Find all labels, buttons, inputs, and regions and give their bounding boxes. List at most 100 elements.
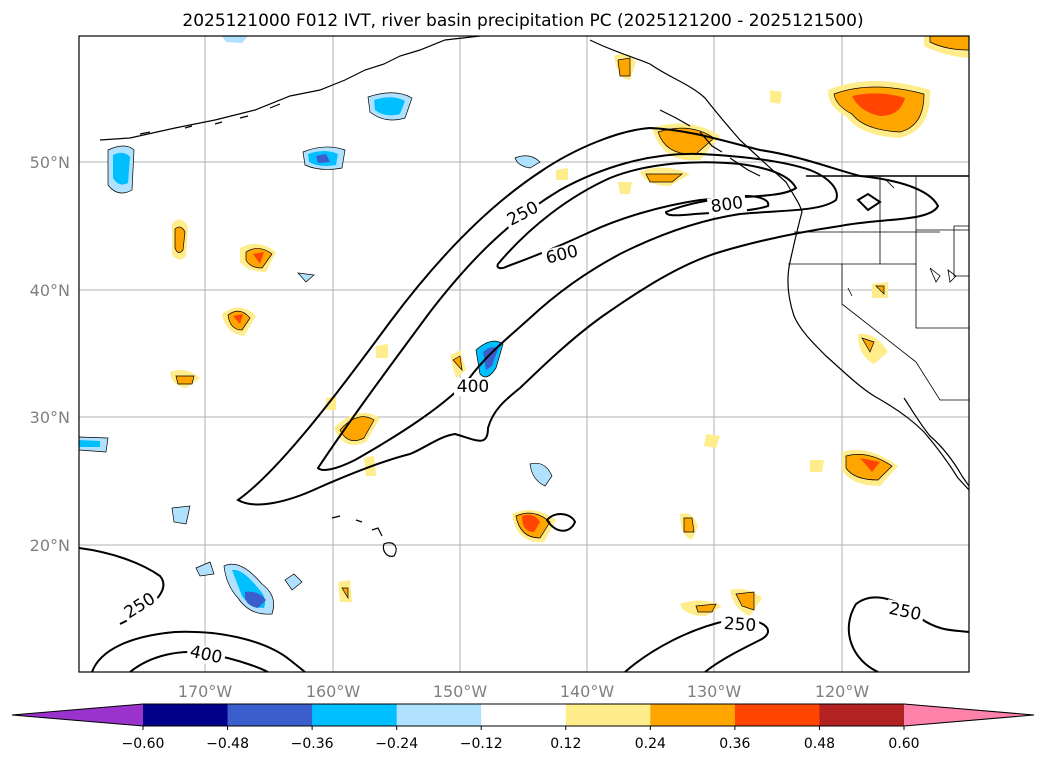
patch-pos (341, 587, 349, 600)
patch-pos (704, 434, 720, 448)
coastline-baja (903, 397, 969, 487)
contour-label-background (720, 614, 760, 636)
colorbar-segment (565, 704, 651, 726)
latitude-label: 20°N (30, 536, 70, 555)
patch-pos (810, 460, 824, 472)
latitude-labels: 50°N 40°N 30°N 20°N (30, 153, 70, 555)
longitude-labels: 170°W 160°W 150°W 140°W 130°W 120°W (178, 682, 870, 701)
coastline-alaska (99, 36, 481, 141)
contour-label-background (501, 197, 545, 231)
patch-neg (514, 155, 541, 169)
patch-pos (695, 603, 717, 613)
gridlines (79, 36, 969, 672)
colorbar-tick-label: 0.12 (550, 736, 581, 752)
patch-neg (374, 97, 405, 116)
patch-pos (618, 182, 632, 194)
colorbar-segment (227, 704, 313, 726)
coastlines (99, 36, 969, 557)
interior-lakes (847, 179, 957, 297)
colorbar-tick-label: 0.24 (635, 736, 666, 752)
patch-pos (233, 314, 243, 324)
patch-pos (556, 168, 568, 180)
patch-pos (735, 591, 755, 611)
longitude-label: 140°W (560, 682, 615, 701)
colorbar-segment (734, 704, 820, 726)
longitude-label: 150°W (433, 682, 488, 701)
longitude-label: 170°W (178, 682, 233, 701)
patch-pos (617, 57, 631, 77)
patch-pos (326, 396, 336, 410)
patch-neg (245, 591, 266, 608)
contour-ivt-small-a (545, 513, 577, 532)
patch-pos (770, 90, 782, 104)
contour-label-background (541, 241, 583, 269)
colorbar-tick-label: −0.36 (291, 736, 334, 752)
patch-neg (529, 462, 553, 487)
contour-ivt-250-south-b (91, 630, 306, 672)
patch-neg (483, 347, 498, 370)
patch-pos (452, 355, 463, 372)
contour-label-background (185, 642, 227, 668)
coastline-bc-islands (659, 109, 761, 177)
patch-pos (860, 458, 880, 472)
patch-pos (852, 93, 905, 116)
colorbar-segment (143, 704, 229, 726)
patch-pos (175, 375, 195, 385)
patch-neg (79, 440, 100, 447)
colorbar-extension-high (904, 704, 1034, 726)
state-border-ca-nv (841, 264, 917, 363)
patch-pos (522, 514, 540, 532)
contour-ivt-250-se-b (847, 596, 969, 672)
map-panel (79, 36, 969, 672)
patch-pos (645, 173, 683, 183)
patch-neg (284, 573, 303, 591)
contour-label-background (706, 193, 748, 217)
coastline-west-us (787, 211, 969, 491)
latitude-label: 40°N (30, 281, 70, 300)
colorbar-tick-label: −0.12 (460, 736, 503, 752)
colorbar-segment (819, 704, 905, 726)
patch-pos (861, 337, 875, 353)
coastline-alaska-south (589, 39, 803, 213)
colorbar-tick-label: 0.60 (888, 736, 919, 752)
contour-label-background (454, 378, 492, 396)
colorbar-segment (481, 704, 567, 726)
patch-neg (316, 154, 330, 163)
colorbar-segment (312, 704, 398, 726)
contour-label: 400 (457, 377, 489, 397)
colorbar-tick-label: −0.60 (122, 736, 165, 752)
colorbar-extension-low (12, 704, 143, 726)
patch-pos (875, 285, 885, 295)
colorbar-segment (396, 704, 482, 726)
longitude-label: 120°W (815, 682, 870, 701)
map-background (79, 36, 969, 672)
colorbar: −0.60 −0.48 −0.36 −0.24 −0.12 0.12 0.24 0.36 0.4… (11, 703, 1035, 752)
colorbar-segment (650, 704, 736, 726)
precipitation-patches (79, 36, 969, 616)
patch-neg (222, 36, 248, 43)
patch-neg (171, 505, 191, 525)
contour-ivt-250 (236, 126, 940, 506)
state-border-nm (953, 225, 969, 277)
patch-neg (113, 152, 130, 185)
patch-pos (683, 517, 695, 533)
latitude-label: 50°N (30, 153, 70, 172)
map-frame (78, 35, 970, 673)
longitude-label: 130°W (687, 682, 742, 701)
contour-label-background (884, 599, 926, 625)
colorbar-tick-label: 0.48 (804, 736, 835, 752)
patch-pos (174, 226, 186, 253)
patch-neg (195, 561, 215, 577)
colorbar-tick-label: −0.48 (206, 736, 249, 752)
coastline-aleutian (139, 103, 281, 135)
colorbar-tick-label: 0.36 (719, 736, 750, 752)
contour-ivt-600 (496, 161, 798, 270)
colorbar-tick-label: −0.24 (375, 736, 418, 752)
state-border-az (915, 361, 969, 401)
coastline-hawaii (331, 515, 397, 557)
patch-pos (376, 344, 388, 358)
patch-neg (297, 272, 315, 283)
patch-pos (253, 252, 264, 264)
contour-label-background (119, 588, 161, 624)
